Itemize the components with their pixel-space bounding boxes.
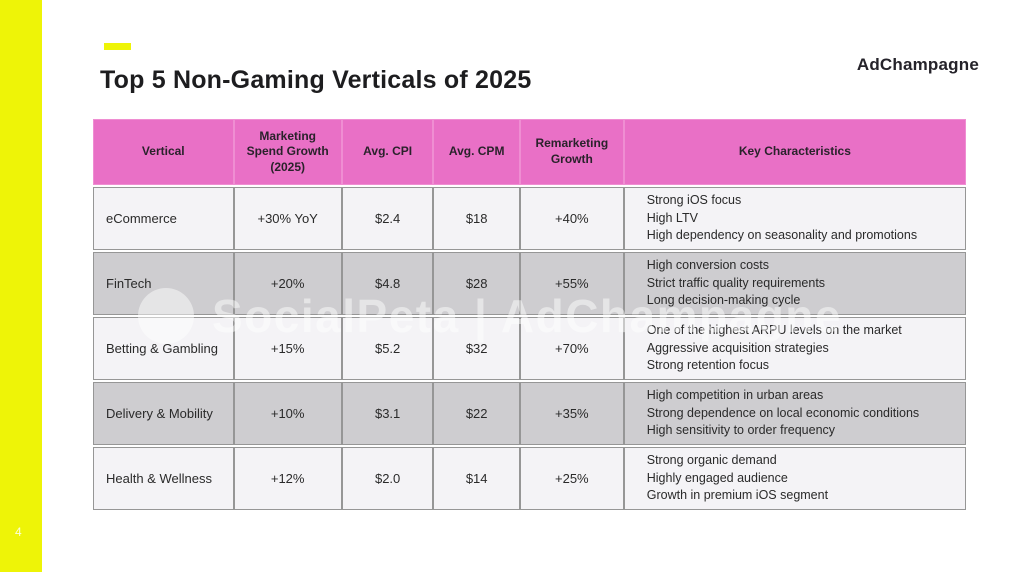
characteristic-line: High competition in urban areas: [646, 388, 824, 403]
characteristic-line: High conversion costs: [646, 258, 770, 273]
cell-avg-cpi: $4.8: [341, 252, 434, 315]
table-row-betting-gambling: Betting & Gambling +15% $5.2 $32 +70% On…: [93, 317, 966, 380]
header-avg-cpi: Avg. CPI: [341, 119, 434, 185]
characteristic-line: High LTV: [646, 210, 698, 225]
characteristic-line: Strong organic demand: [646, 453, 777, 468]
cell-vertical: FinTech: [93, 252, 234, 315]
page-number: 4: [15, 525, 22, 539]
table-row-ecommerce: eCommerce +30% YoY $2.4 $18 +40% Strong …: [93, 187, 966, 250]
cell-spend-growth: +30% YoY: [233, 187, 342, 250]
cell-avg-cpi: $5.2: [341, 317, 434, 380]
header-vertical: Vertical: [93, 119, 234, 185]
cell-characteristics: Strong iOS focus High LTV High dependenc…: [623, 187, 966, 250]
cell-characteristics: One of the highest ARPU levels on the ma…: [623, 317, 966, 380]
cell-characteristics: High competition in urban areas Strong d…: [623, 382, 966, 445]
cell-spend-growth: +20%: [233, 252, 342, 315]
characteristic-line: One of the highest ARPU levels on the ma…: [646, 323, 902, 338]
cell-characteristics: High conversion costs Strict traffic qua…: [623, 252, 966, 315]
header-avg-cpm: Avg. CPM: [433, 119, 520, 185]
verticals-table: Vertical Marketing Spend Growth (2025) A…: [93, 117, 966, 512]
cell-avg-cpm: $28: [433, 252, 520, 315]
cell-spend-growth: +12%: [233, 447, 342, 510]
characteristic-line: Strong dependence on local economic cond…: [646, 405, 920, 420]
cell-remarketing-growth: +70%: [519, 317, 624, 380]
cell-vertical: Health & Wellness: [93, 447, 234, 510]
characteristic-line: Strict traffic quality requirements: [646, 275, 826, 290]
table-header-row: Vertical Marketing Spend Growth (2025) A…: [93, 119, 966, 185]
table-row-health-wellness: Health & Wellness +12% $2.0 $14 +25% Str…: [93, 447, 966, 510]
title-accent-dash: [104, 43, 131, 50]
characteristic-line: Highly engaged audience: [646, 470, 788, 485]
cell-avg-cpm: $22: [433, 382, 520, 445]
header-spend-growth: Marketing Spend Growth (2025): [233, 119, 342, 185]
cell-spend-growth: +10%: [233, 382, 342, 445]
table-row-fintech: FinTech +20% $4.8 $28 +55% High conversi…: [93, 252, 966, 315]
cell-vertical: Delivery & Mobility: [93, 382, 234, 445]
characteristic-line: High dependency on seasonality and promo…: [646, 228, 918, 243]
characteristic-line: High sensitivity to order frequency: [646, 423, 836, 438]
header-key-characteristics: Key Characteristics: [623, 119, 966, 185]
cell-vertical: Betting & Gambling: [93, 317, 234, 380]
cell-avg-cpi: $2.0: [341, 447, 434, 510]
cell-avg-cpm: $14: [433, 447, 520, 510]
cell-remarketing-growth: +40%: [519, 187, 624, 250]
table-row-delivery-mobility: Delivery & Mobility +10% $3.1 $22 +35% H…: [93, 382, 966, 445]
brand-logo: AdChampagne: [856, 55, 979, 74]
cell-avg-cpi: $3.1: [341, 382, 434, 445]
characteristic-line: Strong iOS focus: [646, 193, 742, 208]
characteristic-line: Strong retention focus: [646, 358, 770, 373]
characteristic-line: Aggressive acquisition strategies: [646, 340, 829, 355]
left-accent-bar: [0, 0, 42, 572]
header-remarketing-growth: Remarketing Growth: [519, 119, 624, 185]
cell-vertical: eCommerce: [93, 187, 234, 250]
cell-remarketing-growth: +55%: [519, 252, 624, 315]
characteristic-line: Growth in premium iOS segment: [646, 488, 829, 503]
cell-remarketing-growth: +35%: [519, 382, 624, 445]
cell-avg-cpm: $18: [433, 187, 520, 250]
page-title: Top 5 Non-Gaming Verticals of 2025: [100, 66, 532, 94]
characteristic-line: Long decision-making cycle: [646, 293, 801, 308]
cell-remarketing-growth: +25%: [519, 447, 624, 510]
cell-avg-cpm: $32: [433, 317, 520, 380]
cell-characteristics: Strong organic demand Highly engaged aud…: [623, 447, 966, 510]
cell-spend-growth: +15%: [233, 317, 342, 380]
cell-avg-cpi: $2.4: [341, 187, 434, 250]
verticals-table-container: Vertical Marketing Spend Growth (2025) A…: [93, 117, 966, 512]
